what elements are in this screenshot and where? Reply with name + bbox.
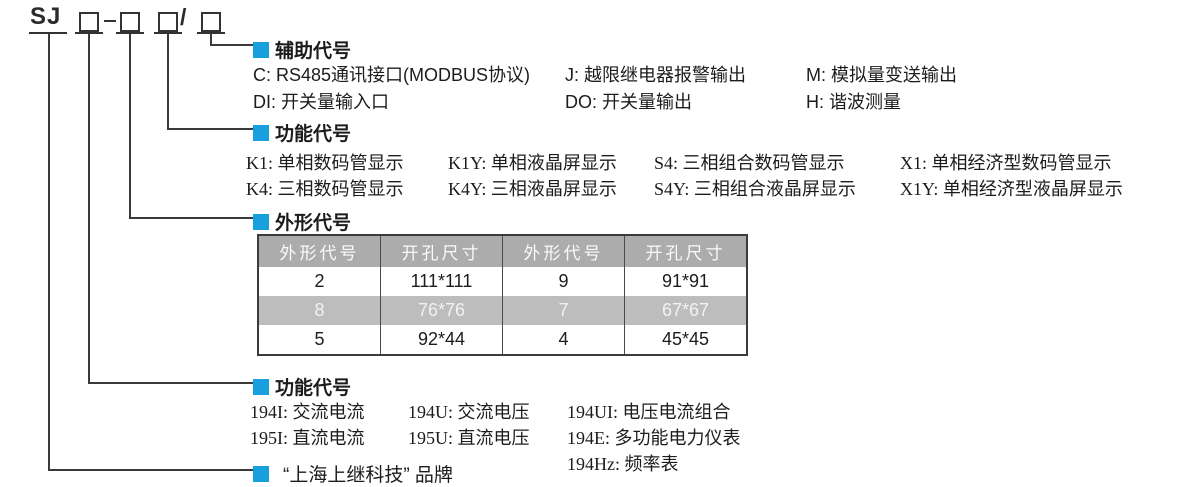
connector-line-shape (129, 34, 131, 219)
table-cell: 111*111 (380, 267, 502, 296)
section-aux-title: 辅助代号 (253, 36, 351, 63)
code-item: 194UI: 电压电流组合 (567, 402, 731, 422)
code-item: S4: 三相组合数码管显示 (654, 153, 845, 173)
shape-code-table: 外形代号 开孔尺寸 外形代号 开孔尺寸 2 111*111 9 91*91 8 … (257, 234, 748, 356)
model-slash: / (180, 4, 187, 30)
table-cell: 5 (314, 329, 325, 349)
connector-line-aux (210, 34, 212, 46)
section-marker-icon (253, 213, 269, 230)
section-func-type-title: 功能代号 (253, 373, 351, 400)
table-cell: 9 (502, 267, 624, 296)
model-prefix: SJ (30, 3, 62, 30)
code-item: DI: 开关量输入口 (253, 92, 390, 112)
section-marker-icon (253, 41, 269, 58)
table-header-cell: 开孔尺寸 (380, 236, 502, 267)
section-brand-title: “上海上继科技” 品牌 (253, 460, 453, 487)
table-cell: 67*67 (624, 296, 746, 325)
code-item: 194E: 多功能电力仪表 (567, 428, 741, 448)
section-title-label: 外形代号 (275, 213, 352, 234)
table-header-row: 外形代号 开孔尺寸 外形代号 开孔尺寸 (259, 236, 746, 267)
code-item: 195U: 直流电压 (408, 428, 530, 448)
brand-label: “上海上继科技” 品牌 (283, 465, 453, 486)
section-title-label: 功能代号 (275, 124, 352, 145)
table-cell: 76*76 (380, 296, 502, 325)
connector-line-brand (48, 469, 254, 471)
connector-line-func-type (88, 382, 254, 384)
section-marker-icon (253, 378, 269, 395)
code-item: X1Y: 单相经济型液晶屏显示 (900, 179, 1123, 199)
code-item: C: RS485通讯接口(MODBUS协议) (253, 65, 531, 85)
section-marker-icon (253, 465, 269, 482)
table-cell: 92*44 (380, 325, 502, 354)
table-cell: 2 (314, 271, 325, 291)
table-cell: 7 (502, 296, 624, 325)
underline (197, 32, 225, 34)
connector-line-func-type (88, 34, 90, 384)
underline (75, 32, 103, 34)
table-cell: 8 (314, 300, 325, 320)
section-func-display-title: 功能代号 (253, 119, 351, 146)
table-cell: 4 (502, 325, 624, 354)
model-box-1 (79, 12, 99, 32)
section-title-label: 辅助代号 (275, 41, 352, 62)
section-shape-title: 外形代号 (253, 208, 351, 235)
code-item: S4Y: 三相组合液晶屏显示 (654, 179, 856, 199)
underline (116, 32, 144, 34)
table-row: 5 92*44 4 45*45 (259, 325, 746, 354)
table-cell: 45*45 (624, 325, 746, 354)
connector-line-aux (210, 44, 254, 46)
section-marker-icon (253, 124, 269, 141)
code-item: H: 谐波测量 (806, 92, 902, 112)
connector-line-func-display (167, 34, 169, 130)
connector-line-brand (48, 34, 50, 471)
code-item: 194Hz: 频率表 (567, 454, 679, 474)
connector-line-func-display (167, 128, 254, 130)
table-row: 2 111*111 9 91*91 (259, 267, 746, 296)
underline (154, 32, 182, 34)
section-title-label: 功能代号 (275, 378, 352, 399)
code-item: DO: 开关量输出 (565, 92, 693, 112)
table-header-cell: 外形代号 (502, 236, 624, 267)
table-header-cell: 外形代号 (279, 244, 360, 263)
code-item: 194I: 交流电流 (250, 402, 365, 422)
connector-line-shape (129, 217, 254, 219)
table-cell: 91*91 (624, 267, 746, 296)
code-item: K1: 单相数码管显示 (246, 153, 404, 173)
code-item: K4Y: 三相液晶屏显示 (448, 179, 617, 199)
code-item: 195I: 直流电流 (250, 428, 365, 448)
underline (29, 32, 67, 34)
table-row: 8 76*76 7 67*67 (259, 296, 746, 325)
model-box-3 (158, 12, 178, 32)
table-header-cell: 开孔尺寸 (624, 236, 746, 267)
code-item: X1: 单相经济型数码管显示 (900, 153, 1112, 173)
code-item: J: 越限继电器报警输出 (565, 65, 747, 85)
model-box-4 (201, 12, 221, 32)
model-box-2 (120, 12, 140, 32)
code-item: K4: 三相数码管显示 (246, 179, 404, 199)
model-dash (104, 20, 116, 22)
code-item: 194U: 交流电压 (408, 402, 530, 422)
code-item: K1Y: 单相液晶屏显示 (448, 153, 617, 173)
code-item: M: 模拟量变送输出 (806, 65, 957, 85)
